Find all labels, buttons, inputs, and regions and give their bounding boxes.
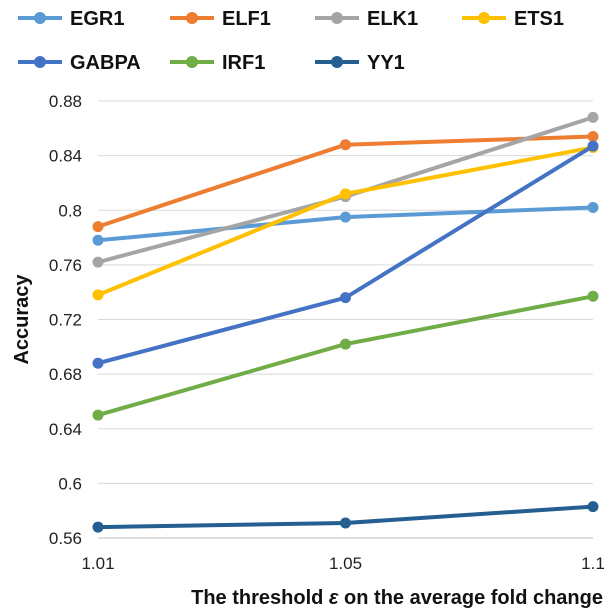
legend-label: YY1 [367, 52, 405, 74]
x-axis-title-prefix: The threshold [191, 587, 329, 609]
legend-label: IRF1 [222, 52, 265, 74]
legend-marker [34, 56, 46, 68]
y-tick-label: 0.88 [49, 92, 82, 111]
data-point [92, 357, 104, 369]
series-yy1 [92, 501, 599, 533]
legend-marker [186, 12, 198, 24]
data-point [340, 292, 351, 304]
data-point [340, 188, 351, 200]
x-tick-label: 1.01 [81, 554, 114, 573]
data-point [92, 409, 104, 421]
legend-marker [34, 12, 46, 24]
series-irf1 [92, 290, 599, 421]
x-axis-title-suffix: on the average fold change [338, 587, 603, 609]
legend-label: ELF1 [222, 8, 271, 30]
series-elf1 [92, 131, 599, 233]
legend-marker [331, 56, 343, 68]
y-tick-label: 0.72 [49, 311, 82, 330]
data-point [340, 211, 351, 223]
legend-item: ELF1 [170, 8, 271, 30]
legend-marker [331, 12, 343, 24]
legend-marker [186, 56, 198, 68]
legend-label: EGR1 [70, 8, 124, 30]
data-point [587, 140, 599, 152]
y-tick-label: 0.6 [58, 474, 82, 493]
data-point [587, 290, 599, 302]
legend-label: ETS1 [514, 8, 564, 30]
y-axis-title: Accuracy [11, 274, 33, 365]
series-egr1 [92, 202, 599, 246]
legend-item: EGR1 [18, 8, 124, 30]
legend-item: YY1 [315, 52, 405, 74]
x-axis-ticks: 1.01 1.05 1.1 [81, 554, 604, 573]
data-point [587, 111, 599, 123]
legend-item: ELK1 [315, 8, 418, 30]
x-axis-title-symbol: ε [329, 587, 339, 609]
x-tick-label: 1.05 [329, 554, 362, 573]
y-tick-label: 0.68 [49, 365, 82, 384]
y-tick-label: 0.56 [49, 529, 82, 548]
data-point [587, 501, 599, 513]
legend-item: ETS1 [462, 8, 564, 30]
x-tick-label: 1.1 [581, 554, 605, 573]
data-point [92, 521, 104, 533]
legend-item: IRF1 [170, 52, 265, 74]
legend-label: ELK1 [367, 8, 418, 30]
series-line [97, 294, 594, 418]
data-point [587, 131, 599, 143]
data-point [92, 234, 104, 246]
y-tick-label: 0.64 [49, 420, 82, 439]
data-point [92, 289, 104, 301]
y-axis-ticks: 0.56 0.6 0.64 0.68 0.72 0.76 0.8 0.84 0.88 [49, 92, 82, 548]
y-tick-label: 0.76 [49, 256, 82, 275]
legend-marker [478, 12, 490, 24]
data-point [340, 517, 351, 529]
data-point [92, 256, 104, 268]
legend-label: GABPA [70, 52, 141, 74]
data-point [587, 202, 599, 214]
series-gabpa [92, 140, 599, 369]
series-line [97, 144, 595, 366]
x-axis-title: The threshold ε on the average fold chan… [191, 587, 603, 609]
y-tick-label: 0.84 [49, 147, 82, 166]
data-point [92, 221, 104, 233]
data-point [340, 338, 351, 350]
y-tick-label: 0.8 [58, 201, 82, 220]
legend: EGR1 ELF1 ELK1 ETS1 GABPA IRF1 YY1 [18, 8, 564, 74]
series-lines [92, 111, 599, 533]
legend-item: GABPA [18, 52, 141, 74]
data-point [340, 139, 351, 151]
